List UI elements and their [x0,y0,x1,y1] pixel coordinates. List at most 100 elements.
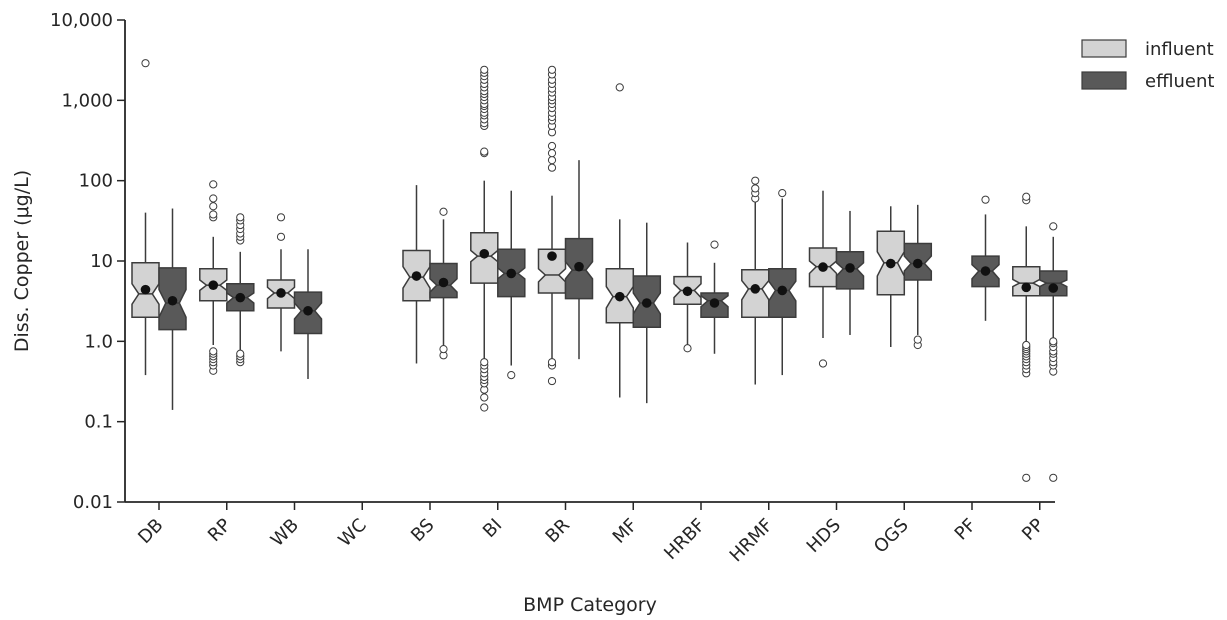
outlier-point [480,147,489,156]
outlier-point [209,180,218,189]
outlier-point [1022,340,1031,350]
y-tick-label: 100 [79,171,113,192]
effluent-box-BS [429,207,458,360]
x-tick-label: RP [204,515,235,546]
effluent-box-HDS [835,210,865,335]
influent-box-BI [470,65,499,412]
effluent-box-HRMF [768,189,797,376]
influent-box-WB [266,213,296,352]
mean-marker [574,261,584,272]
mean-marker [303,305,313,316]
influent-box-HRBF [673,242,702,353]
mean-marker [818,262,828,272]
outlier-point [276,213,286,222]
outlier-point [1049,337,1058,346]
outlier-point [1022,192,1031,201]
mean-marker [614,291,625,302]
mean-marker [438,277,449,288]
outlier-point [547,141,557,151]
mean-marker [140,284,151,295]
effluent-box-PP [1039,222,1068,482]
y-axis-title: Diss. Copper (μg/L) [11,170,33,352]
y-tick-label: 1,000 [61,90,113,111]
legend-swatch [1081,71,1127,90]
outlier-point [683,344,692,353]
outlier-point [480,393,489,402]
mean-marker [845,263,855,273]
outlier-point [710,240,719,249]
mean-marker [980,266,991,276]
legend: influent effluent [1081,39,1214,92]
outlier-point [547,376,557,386]
x-tick-label: OGS [870,515,913,558]
legend-item-influent: influent [1081,39,1214,60]
x-tick-label: DB [134,515,167,548]
mean-marker [506,268,517,279]
mean-marker [709,298,720,308]
effluent-box-HRBF [700,240,729,354]
y-tick-label: 1.0 [84,331,113,352]
legend-label: influent [1145,39,1214,60]
x-tick-label: MF [609,515,642,548]
outlier-point [1049,222,1058,231]
effluent-box-PF [971,195,1000,321]
mean-marker [479,248,490,259]
y-tick-label: 10 [90,251,113,272]
influent-box-HDS [808,190,838,368]
influent-box-DB [131,59,160,376]
x-tick-label: BS [407,515,438,546]
y-tick-label: 10,000 [50,10,113,31]
mean-marker [411,271,422,281]
outlier-point [439,345,448,354]
outlier-point [276,232,286,241]
influent-box-RP [199,180,228,375]
x-tick-label: WC [334,515,370,551]
x-tick-label: WB [267,515,303,551]
influent-box-PP [1012,192,1041,482]
outlier-point [236,213,245,222]
outlier-point [209,210,218,219]
outlier-point [141,59,150,68]
effluent-box-DB [158,208,187,410]
outlier-point [547,149,557,158]
outlier-point [236,349,245,358]
x-tick-label: HDS [803,515,845,557]
outlier-point [751,176,760,185]
effluent-box-OGS [903,204,933,350]
y-tick-label: 0.01 [73,492,113,513]
outlier-point [1022,473,1031,482]
effluent-box-BI [497,190,526,380]
outlier-point [547,65,557,74]
outlier-point [480,65,489,74]
outlier-point [439,207,448,216]
legend-label: effluent [1145,71,1214,92]
influent-box-OGS [876,206,906,348]
box-layer [131,59,1068,482]
mean-marker [682,286,693,297]
x-tick-label: BI [479,515,506,542]
mean-marker [885,258,896,269]
outlier-point [209,347,218,356]
y-tick-label: 0.1 [84,412,113,433]
effluent-box-RP [226,213,255,367]
x-tick-label: HRBF [660,515,709,564]
mean-marker [235,292,246,303]
mean-marker [1021,282,1032,293]
effluent-box-BR [564,160,594,360]
influent-box-BR [537,65,567,386]
mean-marker [641,298,652,308]
mean-marker [1048,283,1059,293]
outlier-point [818,359,828,368]
mean-marker [547,251,557,261]
mean-marker [750,284,761,294]
influent-box-BS [402,185,431,364]
outlier-point [981,195,990,204]
outlier-point [547,156,557,165]
x-tick-label: PP [1018,515,1048,545]
effluent-box-MF [632,222,662,404]
mean-marker [912,258,923,269]
effluent-box-WB [293,249,323,379]
mean-marker [777,285,788,296]
